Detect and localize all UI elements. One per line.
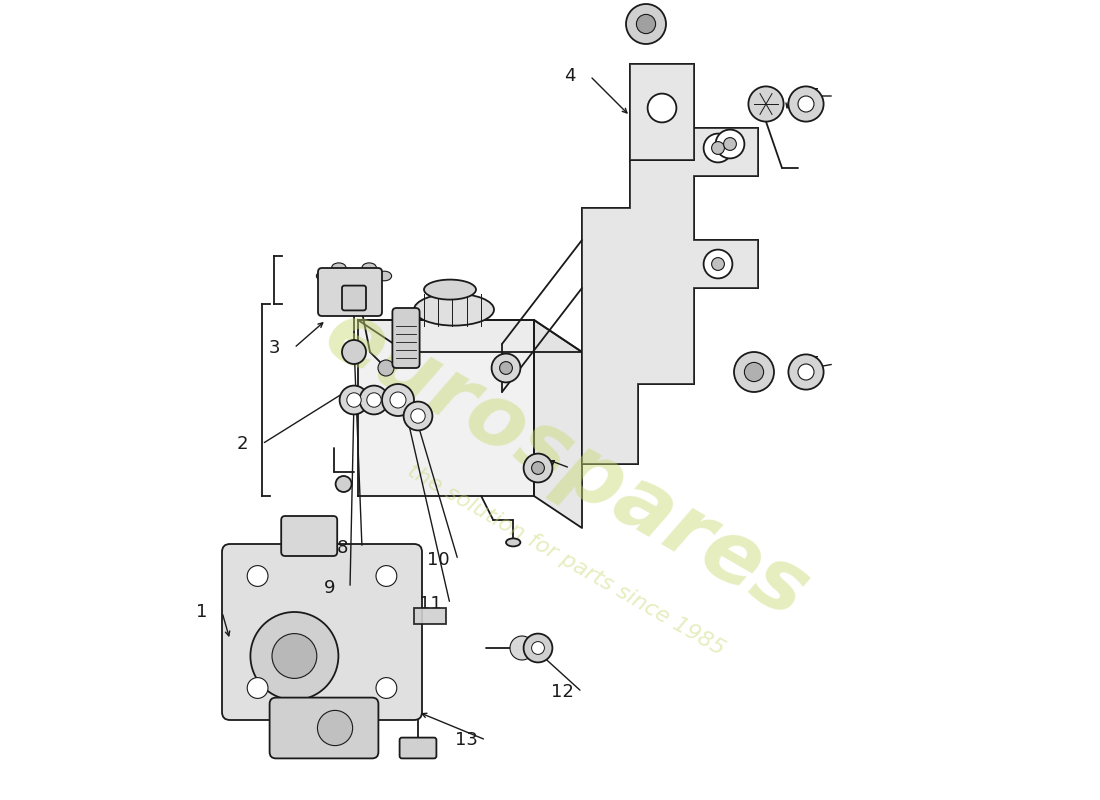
Text: 13: 13: [454, 731, 477, 749]
Text: 11: 11: [419, 595, 441, 613]
Polygon shape: [534, 320, 582, 528]
Ellipse shape: [362, 263, 376, 273]
Text: 8: 8: [337, 539, 348, 557]
Circle shape: [798, 96, 814, 112]
Text: 3: 3: [268, 339, 279, 357]
Circle shape: [336, 476, 352, 492]
Circle shape: [510, 636, 534, 660]
Circle shape: [712, 142, 725, 154]
Text: 5: 5: [808, 87, 820, 105]
Circle shape: [712, 258, 725, 270]
FancyBboxPatch shape: [393, 308, 419, 368]
Circle shape: [382, 384, 414, 416]
Text: 5: 5: [808, 355, 820, 373]
Polygon shape: [630, 64, 694, 160]
Circle shape: [724, 138, 736, 150]
Circle shape: [524, 634, 552, 662]
Circle shape: [346, 393, 361, 407]
Text: 12: 12: [551, 683, 573, 701]
Text: 7: 7: [544, 459, 556, 477]
Circle shape: [745, 362, 763, 382]
Circle shape: [748, 86, 783, 122]
Circle shape: [340, 386, 368, 414]
Circle shape: [342, 340, 366, 364]
Polygon shape: [414, 608, 446, 624]
Circle shape: [704, 134, 733, 162]
Text: 2: 2: [236, 435, 248, 453]
Text: 4: 4: [564, 67, 575, 85]
FancyBboxPatch shape: [342, 286, 366, 310]
FancyBboxPatch shape: [270, 698, 378, 758]
Text: eurospares: eurospares: [309, 292, 823, 636]
Ellipse shape: [377, 271, 392, 281]
Circle shape: [360, 386, 388, 414]
Circle shape: [376, 566, 397, 586]
Circle shape: [404, 402, 432, 430]
Text: 6: 6: [764, 87, 776, 105]
FancyBboxPatch shape: [399, 738, 437, 758]
Circle shape: [531, 462, 544, 474]
Circle shape: [248, 678, 268, 698]
Ellipse shape: [331, 279, 346, 289]
Circle shape: [410, 409, 426, 423]
Circle shape: [789, 86, 824, 122]
Polygon shape: [358, 320, 582, 352]
Circle shape: [318, 710, 353, 746]
Circle shape: [716, 130, 745, 158]
Text: 10: 10: [427, 551, 449, 569]
Ellipse shape: [317, 271, 331, 281]
Ellipse shape: [506, 538, 520, 546]
Circle shape: [390, 392, 406, 408]
Polygon shape: [582, 128, 758, 464]
FancyBboxPatch shape: [222, 544, 422, 720]
Circle shape: [378, 360, 394, 376]
Text: the solution for parts since 1985: the solution for parts since 1985: [404, 461, 728, 659]
Circle shape: [524, 454, 552, 482]
Circle shape: [272, 634, 317, 678]
Ellipse shape: [362, 279, 376, 289]
Circle shape: [376, 678, 397, 698]
Circle shape: [734, 352, 774, 392]
Text: 9: 9: [324, 579, 336, 597]
Circle shape: [626, 4, 666, 44]
FancyBboxPatch shape: [318, 268, 382, 316]
Ellipse shape: [424, 279, 476, 299]
Circle shape: [704, 250, 733, 278]
Text: 6: 6: [748, 355, 760, 373]
Circle shape: [499, 362, 513, 374]
Circle shape: [366, 393, 382, 407]
Ellipse shape: [414, 294, 494, 326]
Circle shape: [251, 612, 339, 700]
FancyBboxPatch shape: [282, 516, 338, 556]
Circle shape: [789, 354, 824, 390]
Circle shape: [648, 94, 676, 122]
Circle shape: [798, 364, 814, 380]
Circle shape: [637, 14, 656, 34]
Circle shape: [248, 566, 268, 586]
Circle shape: [492, 354, 520, 382]
Text: 1: 1: [196, 603, 208, 621]
Polygon shape: [358, 320, 534, 496]
Ellipse shape: [331, 263, 346, 273]
Circle shape: [531, 642, 544, 654]
